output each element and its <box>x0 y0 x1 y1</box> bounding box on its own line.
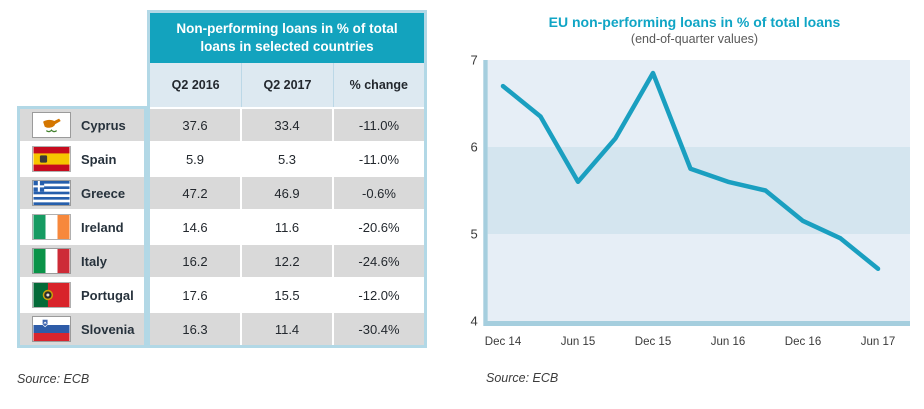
q2-2016-value: 47.2 <box>150 177 240 209</box>
npl-table-panel: Non-performing loans in % of total loans… <box>17 10 429 400</box>
q2-2017-value: 11.4 <box>242 313 332 345</box>
y-tick-label: 7 <box>470 53 477 68</box>
q2-2017-value: 5.3 <box>242 143 332 175</box>
q2-2017-value: 15.5 <box>242 279 332 311</box>
y-tick-label: 5 <box>470 227 477 242</box>
pct-change-value: -30.4% <box>334 313 424 345</box>
pct-change-value: -24.6% <box>334 245 424 277</box>
x-tick-label: Dec 14 <box>485 336 522 348</box>
npl-table: Non-performing loans in % of total loans… <box>147 10 427 348</box>
flag-cyprus-icon <box>33 113 70 137</box>
flag-italy-icon <box>33 249 70 273</box>
npl-line-chart: 7 6 5 4 Dec 14 Jun 15 Dec 15 Jun 16 Dec 16 Jun 17 <box>470 53 910 348</box>
flag-spain-icon <box>33 147 70 171</box>
q2-2016-value: 16.2 <box>150 245 240 277</box>
country-label: Spain <box>81 151 117 167</box>
table-column-headers: Q2 2016 Q2 2017 % change <box>150 63 424 107</box>
q2-2016-value: 37.6 <box>150 109 240 141</box>
chart-source-note: Source: ECB <box>486 371 559 385</box>
plot-band <box>487 60 910 147</box>
x-tick-label: Dec 15 <box>635 336 671 348</box>
flag-ireland-icon <box>33 215 70 239</box>
table-source-note: Source: ECB <box>17 372 90 386</box>
country-row-slovenia: Slovenia <box>20 313 144 345</box>
flag-slovenia-icon <box>33 317 70 341</box>
table-title: Non-performing loans in % of total loans… <box>150 13 424 63</box>
npl-line-series <box>500 70 881 272</box>
flag-portugal-icon <box>33 283 70 307</box>
country-row-ireland: Ireland <box>20 211 144 243</box>
x-axis-bar <box>483 321 910 326</box>
q2-2016-value: 5.9 <box>150 143 240 175</box>
q2-2016-value: 14.6 <box>150 211 240 243</box>
country-label: Ireland <box>81 219 124 235</box>
q2-2017-value: 33.4 <box>242 109 332 141</box>
value-row-spain: 5.9 5.3 -11.0% <box>150 143 424 175</box>
q2-2016-value: 16.3 <box>150 313 240 345</box>
value-row-portugal: 17.6 15.5 -12.0% <box>150 279 424 311</box>
y-tick-label: 6 <box>470 140 477 155</box>
country-row-cyprus: Cyprus <box>20 109 144 141</box>
x-tick-label: Jun 15 <box>561 336 596 348</box>
y-axis-bar <box>483 60 488 321</box>
value-row-slovenia: 16.3 11.4 -30.4% <box>150 313 424 345</box>
q2-2017-value: 11.6 <box>242 211 332 243</box>
flag-greece-icon <box>33 181 70 205</box>
table-label-rows: Cyprus Spain Greece Ireland Italy Portugal Slo… <box>20 109 144 345</box>
pct-change-value: -0.6% <box>334 177 424 209</box>
pct-change-value: -20.6% <box>334 211 424 243</box>
pct-change-value: -11.0% <box>334 143 424 175</box>
table-value-rows: 37.6 33.4 -11.0% 5.9 5.3 -11.0% 47.2 46.9 -0.6% 1… <box>150 109 424 345</box>
plot-band <box>487 234 910 321</box>
column-header-q2-2016: Q2 2016 <box>171 78 220 92</box>
q2-2017-value: 12.2 <box>242 245 332 277</box>
country-label-column: Cyprus Spain Greece Ireland Italy Portugal Slo… <box>17 106 147 348</box>
x-tick-label: Jun 16 <box>711 336 746 348</box>
x-tick-label: Jun 17 <box>861 336 896 348</box>
q2-2017-value: 46.9 <box>242 177 332 209</box>
column-header-pct-change: % change <box>332 63 424 107</box>
chart-title: EU non-performing loans in % of total lo… <box>548 14 841 30</box>
value-row-italy: 16.2 12.2 -24.6% <box>150 245 424 277</box>
country-row-spain: Spain <box>20 143 144 175</box>
country-label: Cyprus <box>81 117 126 133</box>
y-tick-label: 4 <box>470 314 477 329</box>
country-row-greece: Greece <box>20 177 144 209</box>
country-label: Slovenia <box>81 321 135 337</box>
value-row-ireland: 14.6 11.6 -20.6% <box>150 211 424 243</box>
q2-2016-value: 17.6 <box>150 279 240 311</box>
pct-change-value: -11.0% <box>334 109 424 141</box>
npl-chart-panel: EU non-performing loans in % of total lo… <box>465 8 924 403</box>
country-label: Italy <box>81 253 108 269</box>
value-row-greece: 47.2 46.9 -0.6% <box>150 177 424 209</box>
column-header-q2-2017: Q2 2017 <box>241 63 332 107</box>
plot-band <box>487 147 910 234</box>
x-tick-label: Dec 16 <box>785 336 821 348</box>
country-row-italy: Italy <box>20 245 144 277</box>
country-row-portugal: Portugal <box>20 279 144 311</box>
value-row-cyprus: 37.6 33.4 -11.0% <box>150 109 424 141</box>
pct-change-value: -12.0% <box>334 279 424 311</box>
country-label: Portugal <box>81 287 134 303</box>
chart-subtitle: (end-of-quarter values) <box>630 32 759 46</box>
country-label: Greece <box>81 185 126 201</box>
